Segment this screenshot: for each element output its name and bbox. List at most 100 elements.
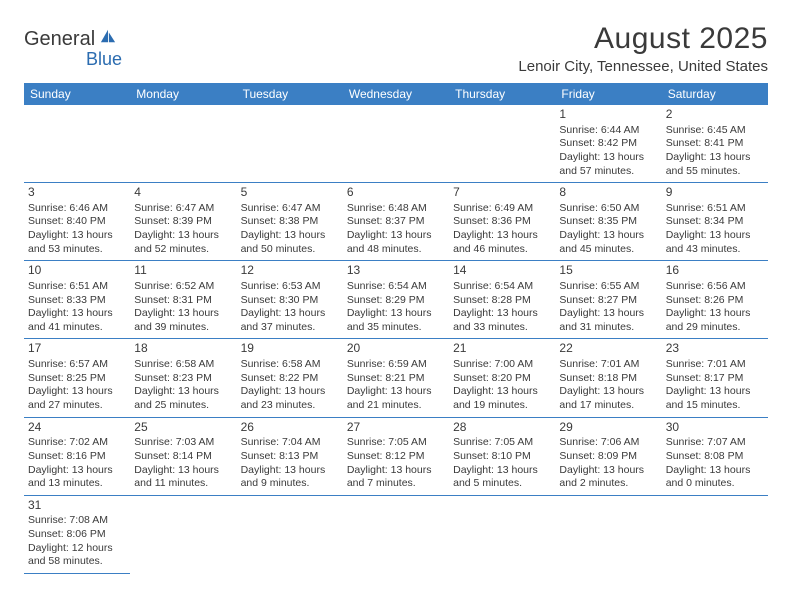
logo-text-general: General — [24, 28, 95, 51]
daylight-line: Daylight: 13 hours and 50 minutes. — [241, 229, 339, 256]
sunset-line: Sunset: 8:41 PM — [666, 137, 764, 151]
day-number: 26 — [241, 420, 339, 436]
sunset-line: Sunset: 8:12 PM — [347, 450, 445, 464]
calendar-empty-cell — [237, 495, 343, 573]
daylight-line: Daylight: 13 hours and 13 minutes. — [28, 464, 126, 491]
calendar-day-cell: 26Sunrise: 7:04 AMSunset: 8:13 PMDayligh… — [237, 417, 343, 495]
daylight-line: Daylight: 13 hours and 43 minutes. — [666, 229, 764, 256]
sunrise-line: Sunrise: 6:44 AM — [559, 124, 657, 138]
calendar-day-cell: 10Sunrise: 6:51 AMSunset: 8:33 PMDayligh… — [24, 261, 130, 339]
calendar-day-cell: 13Sunrise: 6:54 AMSunset: 8:29 PMDayligh… — [343, 261, 449, 339]
weekday-header: Thursday — [449, 83, 555, 105]
sunset-line: Sunset: 8:33 PM — [28, 294, 126, 308]
sunrise-line: Sunrise: 6:56 AM — [666, 280, 764, 294]
sunset-line: Sunset: 8:21 PM — [347, 372, 445, 386]
sunset-line: Sunset: 8:37 PM — [347, 215, 445, 229]
calendar-empty-cell — [449, 495, 555, 573]
sunset-line: Sunset: 8:29 PM — [347, 294, 445, 308]
calendar-day-cell: 11Sunrise: 6:52 AMSunset: 8:31 PMDayligh… — [130, 261, 236, 339]
title-block: August 2025 Lenoir City, Tennessee, Unit… — [518, 22, 768, 75]
sunrise-line: Sunrise: 7:03 AM — [134, 436, 232, 450]
sunset-line: Sunset: 8:16 PM — [28, 450, 126, 464]
calendar-body: 1Sunrise: 6:44 AMSunset: 8:42 PMDaylight… — [24, 105, 768, 573]
calendar-day-cell: 31Sunrise: 7:08 AMSunset: 8:06 PMDayligh… — [24, 495, 130, 573]
sunrise-line: Sunrise: 7:07 AM — [666, 436, 764, 450]
sunrise-line: Sunrise: 7:01 AM — [666, 358, 764, 372]
daylight-line: Daylight: 13 hours and 37 minutes. — [241, 307, 339, 334]
sunset-line: Sunset: 8:22 PM — [241, 372, 339, 386]
sunrise-line: Sunrise: 7:06 AM — [559, 436, 657, 450]
calendar-header-row: SundayMondayTuesdayWednesdayThursdayFrid… — [24, 83, 768, 105]
sunrise-line: Sunrise: 6:58 AM — [241, 358, 339, 372]
sunset-line: Sunset: 8:18 PM — [559, 372, 657, 386]
calendar-empty-cell — [449, 105, 555, 183]
daylight-line: Daylight: 13 hours and 33 minutes. — [453, 307, 551, 334]
daylight-line: Daylight: 13 hours and 48 minutes. — [347, 229, 445, 256]
sunrise-line: Sunrise: 6:49 AM — [453, 202, 551, 216]
sunset-line: Sunset: 8:17 PM — [666, 372, 764, 386]
sunrise-line: Sunrise: 7:00 AM — [453, 358, 551, 372]
sunrise-line: Sunrise: 6:58 AM — [134, 358, 232, 372]
day-number: 27 — [347, 420, 445, 436]
calendar-day-cell: 12Sunrise: 6:53 AMSunset: 8:30 PMDayligh… — [237, 261, 343, 339]
day-number: 23 — [666, 341, 764, 357]
logo: GeneralBlue — [24, 28, 144, 70]
calendar-empty-cell — [130, 105, 236, 183]
calendar-day-cell: 29Sunrise: 7:06 AMSunset: 8:09 PMDayligh… — [555, 417, 661, 495]
calendar-day-cell: 5Sunrise: 6:47 AMSunset: 8:38 PMDaylight… — [237, 183, 343, 261]
daylight-line: Daylight: 13 hours and 35 minutes. — [347, 307, 445, 334]
calendar-day-cell: 9Sunrise: 6:51 AMSunset: 8:34 PMDaylight… — [662, 183, 768, 261]
sunrise-line: Sunrise: 7:08 AM — [28, 514, 126, 528]
month-title: August 2025 — [518, 22, 768, 56]
sunset-line: Sunset: 8:40 PM — [28, 215, 126, 229]
daylight-line: Daylight: 13 hours and 55 minutes. — [666, 151, 764, 178]
day-number: 1 — [559, 107, 657, 123]
sunrise-line: Sunrise: 6:57 AM — [28, 358, 126, 372]
calendar-page: GeneralBlue August 2025 Lenoir City, Ten… — [0, 0, 792, 596]
sunset-line: Sunset: 8:13 PM — [241, 450, 339, 464]
calendar-table: SundayMondayTuesdayWednesdayThursdayFrid… — [24, 83, 768, 574]
day-number: 13 — [347, 263, 445, 279]
calendar-day-cell: 27Sunrise: 7:05 AMSunset: 8:12 PMDayligh… — [343, 417, 449, 495]
day-number: 25 — [134, 420, 232, 436]
sunrise-line: Sunrise: 6:51 AM — [666, 202, 764, 216]
day-number: 19 — [241, 341, 339, 357]
day-number: 8 — [559, 185, 657, 201]
calendar-day-cell: 22Sunrise: 7:01 AMSunset: 8:18 PMDayligh… — [555, 339, 661, 417]
weekday-header: Wednesday — [343, 83, 449, 105]
calendar-day-cell: 1Sunrise: 6:44 AMSunset: 8:42 PMDaylight… — [555, 105, 661, 183]
day-number: 28 — [453, 420, 551, 436]
calendar-empty-cell — [343, 495, 449, 573]
calendar-day-cell: 25Sunrise: 7:03 AMSunset: 8:14 PMDayligh… — [130, 417, 236, 495]
sunset-line: Sunset: 8:31 PM — [134, 294, 232, 308]
calendar-empty-cell — [24, 105, 130, 183]
day-number: 3 — [28, 185, 126, 201]
day-number: 17 — [28, 341, 126, 357]
sunset-line: Sunset: 8:36 PM — [453, 215, 551, 229]
calendar-day-cell: 15Sunrise: 6:55 AMSunset: 8:27 PMDayligh… — [555, 261, 661, 339]
sunrise-line: Sunrise: 6:45 AM — [666, 124, 764, 138]
calendar-day-cell: 6Sunrise: 6:48 AMSunset: 8:37 PMDaylight… — [343, 183, 449, 261]
daylight-line: Daylight: 13 hours and 0 minutes. — [666, 464, 764, 491]
calendar-empty-cell — [130, 495, 236, 573]
day-number: 31 — [28, 498, 126, 514]
daylight-line: Daylight: 13 hours and 29 minutes. — [666, 307, 764, 334]
calendar-day-cell: 28Sunrise: 7:05 AMSunset: 8:10 PMDayligh… — [449, 417, 555, 495]
calendar-day-cell: 24Sunrise: 7:02 AMSunset: 8:16 PMDayligh… — [24, 417, 130, 495]
daylight-line: Daylight: 13 hours and 57 minutes. — [559, 151, 657, 178]
daylight-line: Daylight: 13 hours and 19 minutes. — [453, 385, 551, 412]
day-number: 22 — [559, 341, 657, 357]
weekday-header: Monday — [130, 83, 236, 105]
day-number: 20 — [347, 341, 445, 357]
day-number: 10 — [28, 263, 126, 279]
calendar-day-cell: 23Sunrise: 7:01 AMSunset: 8:17 PMDayligh… — [662, 339, 768, 417]
location: Lenoir City, Tennessee, United States — [518, 58, 768, 75]
day-number: 11 — [134, 263, 232, 279]
day-number: 12 — [241, 263, 339, 279]
day-number: 9 — [666, 185, 764, 201]
calendar-day-cell: 16Sunrise: 6:56 AMSunset: 8:26 PMDayligh… — [662, 261, 768, 339]
day-number: 15 — [559, 263, 657, 279]
day-number: 2 — [666, 107, 764, 123]
daylight-line: Daylight: 13 hours and 9 minutes. — [241, 464, 339, 491]
sunset-line: Sunset: 8:42 PM — [559, 137, 657, 151]
